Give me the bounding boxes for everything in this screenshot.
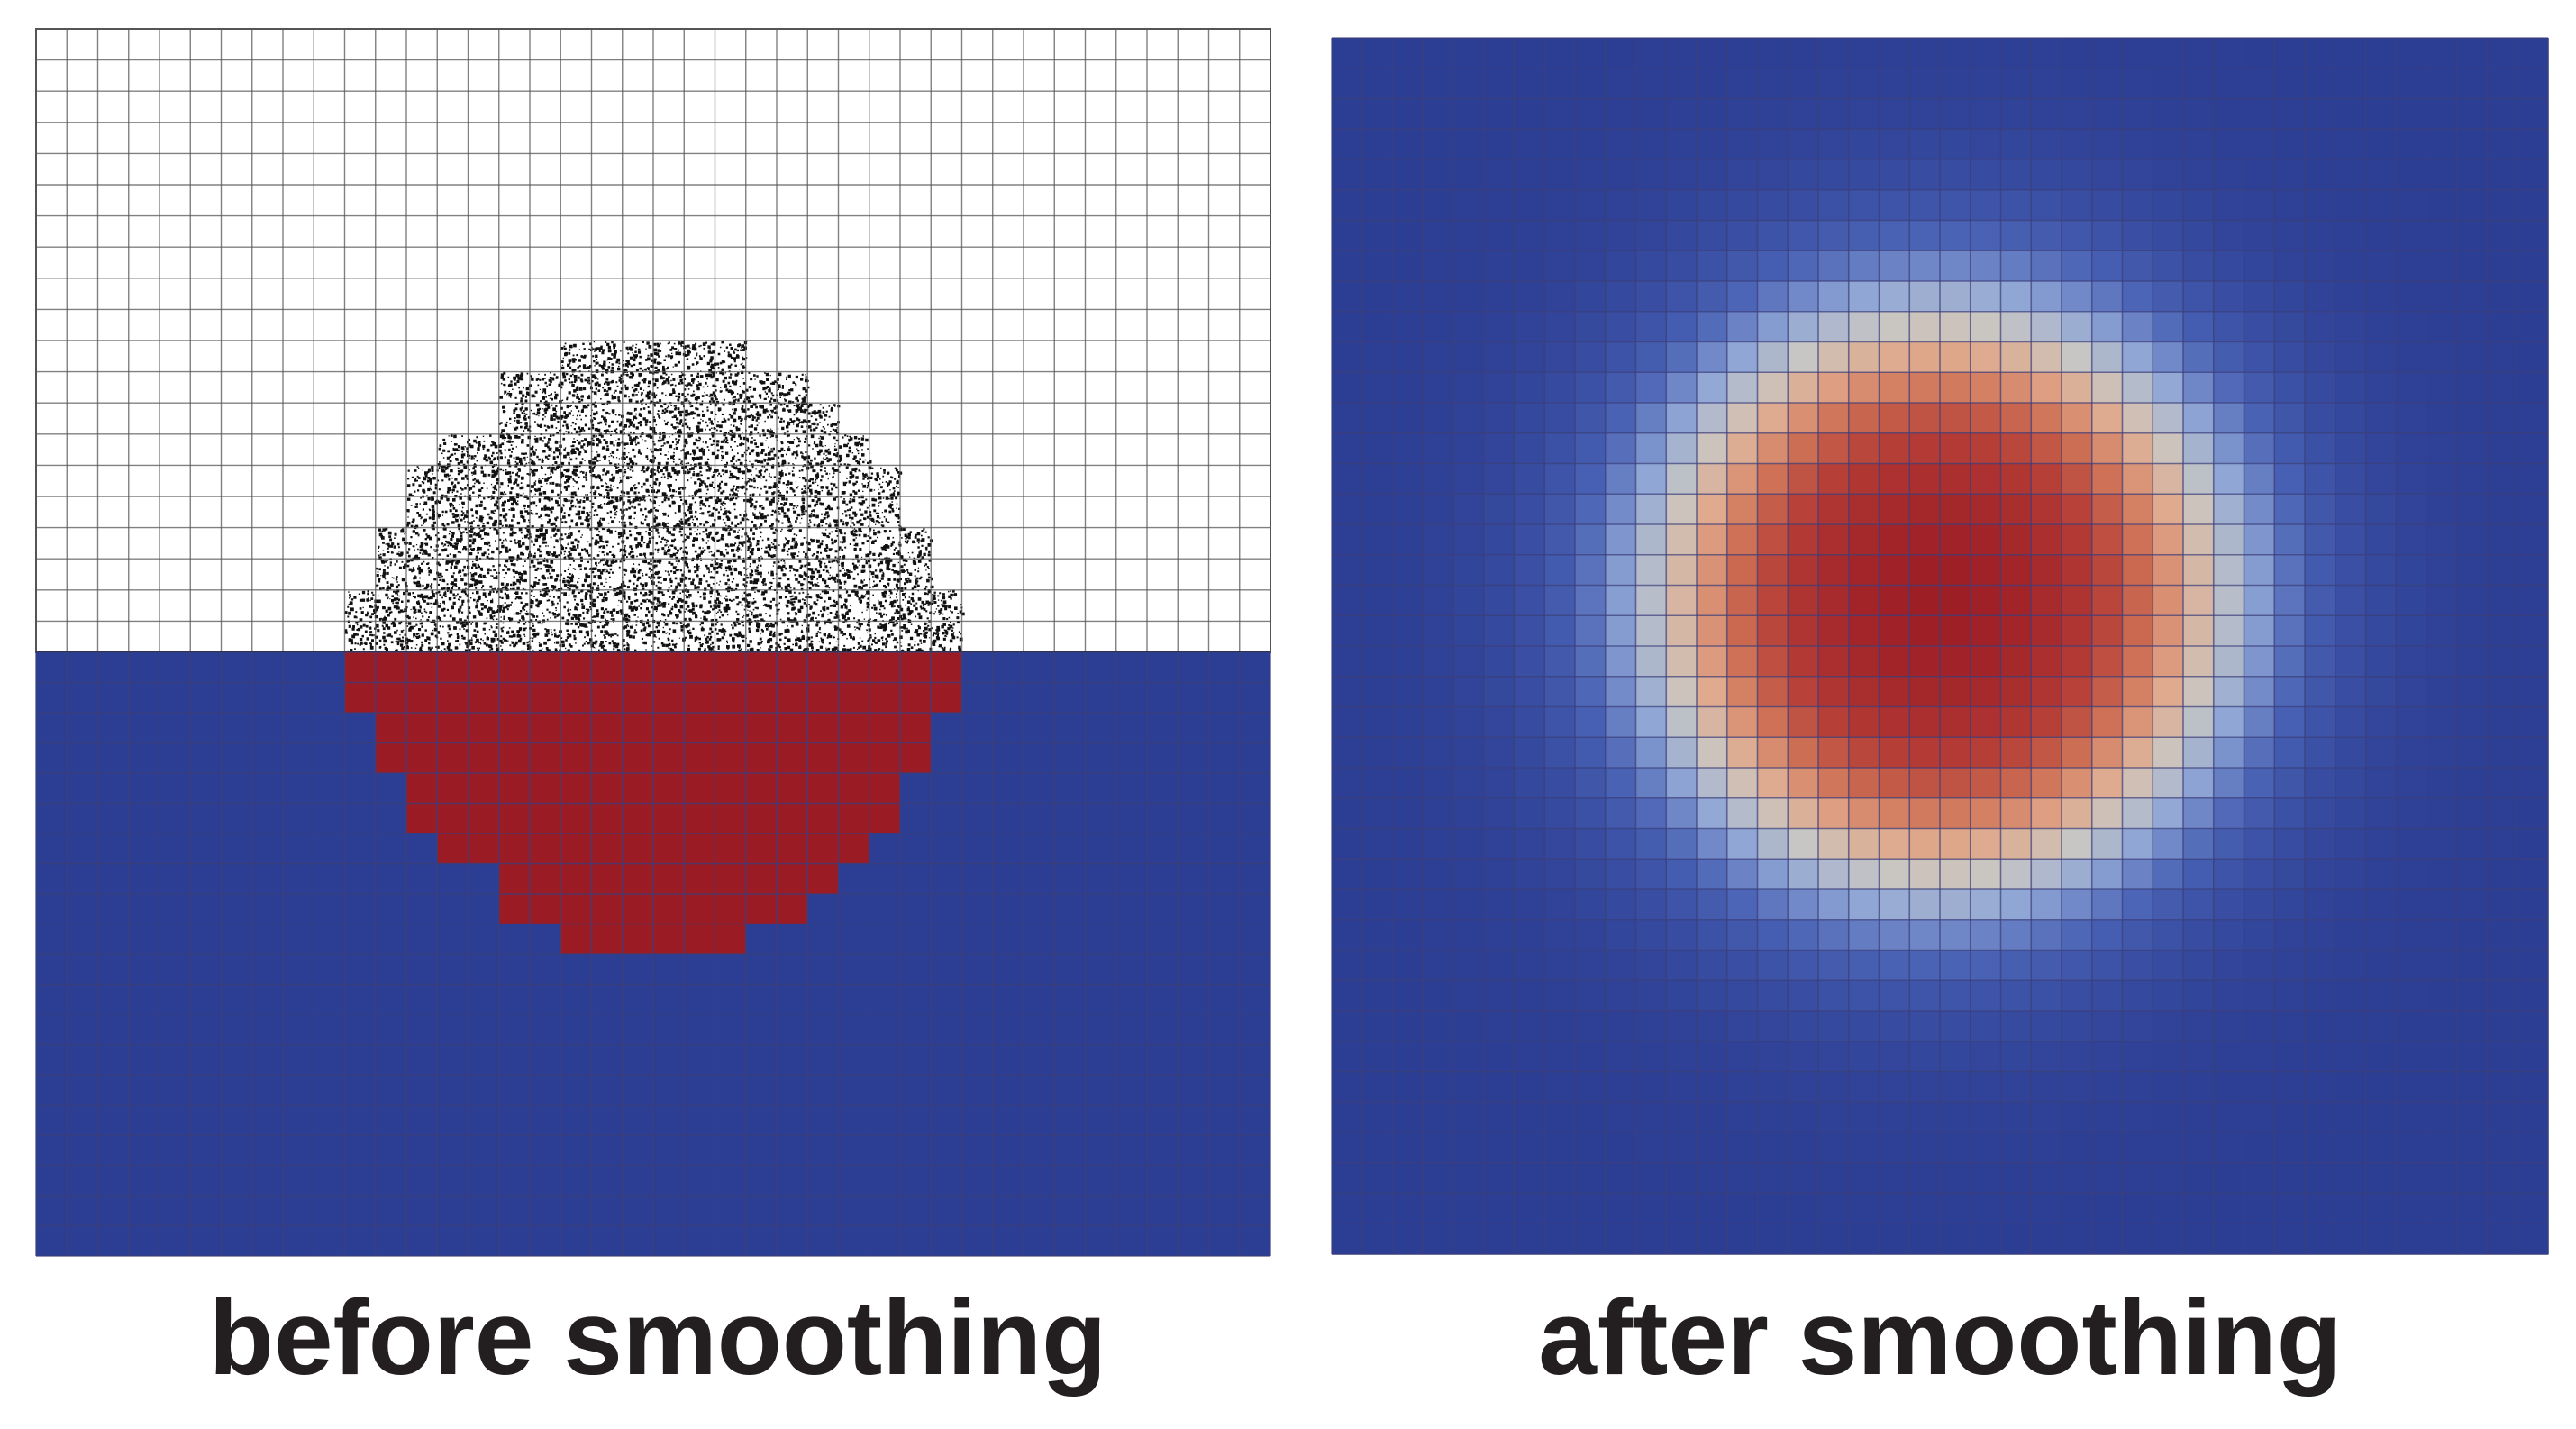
- particle-mesh-region: [35, 28, 1271, 656]
- volume-fraction-grid-before: [35, 651, 1271, 1257]
- smoothed-field-cells: [1332, 38, 2549, 1255]
- caption-before-smoothing: before smoothing: [208, 1279, 1107, 1397]
- before-smoothing-panel: [35, 28, 1271, 1257]
- filled-cell-row: [498, 863, 839, 894]
- mesh-lines: [35, 28, 1271, 653]
- grid-lines-before: [35, 651, 1271, 1257]
- after-smoothing-panel: [1331, 37, 2549, 1255]
- particle-cloud: [344, 341, 965, 656]
- particle-dots: [344, 341, 965, 656]
- caption-after-smoothing: after smoothing: [1538, 1279, 2342, 1397]
- grid-lines-after: [1331, 37, 2549, 1255]
